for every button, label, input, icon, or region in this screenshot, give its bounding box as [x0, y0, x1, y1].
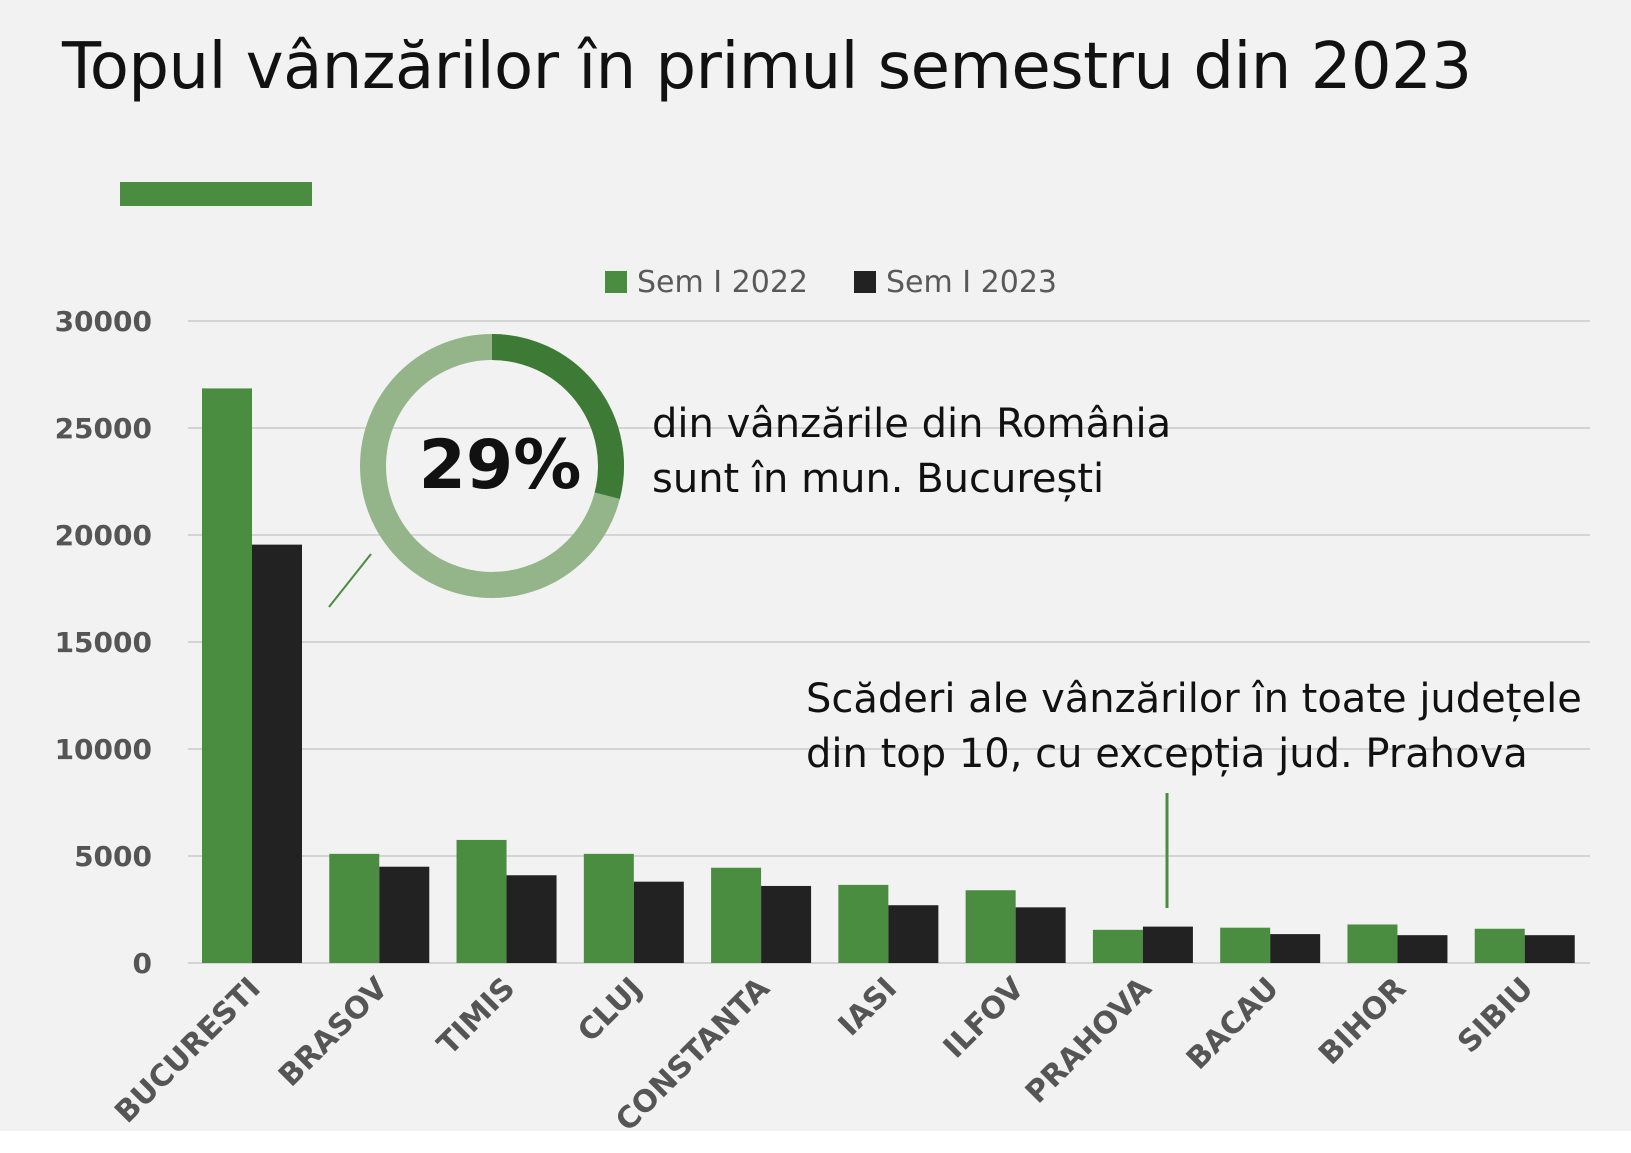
bar-ilfov-2022 [965, 890, 1016, 963]
bar-sibiu-2022 [1474, 928, 1525, 963]
donut-callout-line [328, 553, 372, 608]
bar-cluj-2022 [583, 853, 634, 963]
bar-timis-2023 [506, 875, 557, 963]
donut-chart: 29% [360, 334, 624, 598]
bar-constanta-2023 [761, 885, 812, 963]
x-tick-label-prahova: PRAHOVA [1019, 970, 1159, 1110]
x-tick-label-bacau: BACAU [1180, 971, 1286, 1077]
decline-annotation-line-2: din top 10, cu excepția jud. Prahova [806, 731, 1528, 777]
x-tick-label-ilfov: ILFOV [937, 970, 1032, 1065]
y-tick-label: 25000 [55, 412, 152, 445]
legend-label-sem-i-2023: Sem I 2023 [886, 265, 1057, 300]
y-tick-label: 0 [133, 947, 152, 980]
x-tick-label-iasi: IASI [832, 971, 904, 1043]
y-tick-label: 10000 [55, 733, 152, 766]
donut-arc-bucuresti-share [491, 334, 624, 499]
legend-swatch-sem-i-2023 [854, 271, 876, 293]
x-tick-label-bucuresti: BUCURESTI [108, 971, 267, 1130]
bar-brasov-2022 [329, 853, 380, 963]
y-tick-label: 15000 [55, 626, 152, 659]
x-tick-label-bihor: BIHOR [1312, 971, 1413, 1072]
bar-bacau-2022 [1220, 927, 1271, 963]
bar-bucuresti-2022 [202, 388, 252, 963]
decline-annotation: Scăderi ale vânzărilor în toate județele… [806, 672, 1582, 782]
donut-annotation: din vânzările din România sunt în mun. B… [652, 397, 1171, 507]
bar-cluj-2023 [633, 881, 684, 963]
donut-annotation-line-1: din vânzările din România [652, 401, 1172, 447]
bar-prahova-2022 [1092, 929, 1143, 963]
bar-iasi-2022 [838, 884, 889, 963]
y-axis: 0 5000 10000 15000 20000 25000 30000 [55, 305, 152, 980]
legend: Sem I 2022 Sem I 2023 [605, 265, 1057, 300]
bar-brasov-2023 [379, 866, 430, 963]
bars [202, 388, 1575, 963]
bar-bacau-2023 [1270, 934, 1321, 963]
bar-prahova-2023 [1142, 926, 1193, 963]
title-accent-bar [120, 182, 312, 206]
donut-annotation-line-2: sunt în mun. București [652, 456, 1105, 502]
y-tick-label: 20000 [55, 519, 152, 552]
y-tick-label: 5000 [74, 840, 152, 873]
x-tick-label-brasov: BRASOV [272, 970, 395, 1093]
x-tick-label-sibiu: SIBIU [1451, 971, 1540, 1060]
bar-bihor-2022 [1347, 924, 1398, 963]
bar-iasi-2023 [888, 905, 939, 963]
bar-constanta-2022 [711, 867, 762, 963]
decline-annotation-line-1: Scăderi ale vânzărilor în toate județele [806, 676, 1582, 722]
legend-swatch-sem-i-2022 [605, 271, 627, 293]
legend-label-sem-i-2022: Sem I 2022 [637, 265, 808, 300]
callout-lines [328, 553, 1169, 908]
bar-ilfov-2023 [1015, 907, 1066, 963]
donut-percent-label: 29% [419, 426, 582, 505]
bar-bihor-2023 [1397, 935, 1448, 963]
x-tick-label-timis: TIMIS [431, 971, 522, 1062]
bar-timis-2022 [456, 839, 507, 963]
bar-bucuresti-2023 [252, 544, 302, 963]
x-tick-label-cluj: CLUJ [571, 971, 649, 1049]
y-tick-label: 30000 [55, 305, 152, 338]
bar-sibiu-2023 [1524, 935, 1575, 963]
page-title: Topul vânzărilor în primul semestru din … [62, 30, 1472, 104]
